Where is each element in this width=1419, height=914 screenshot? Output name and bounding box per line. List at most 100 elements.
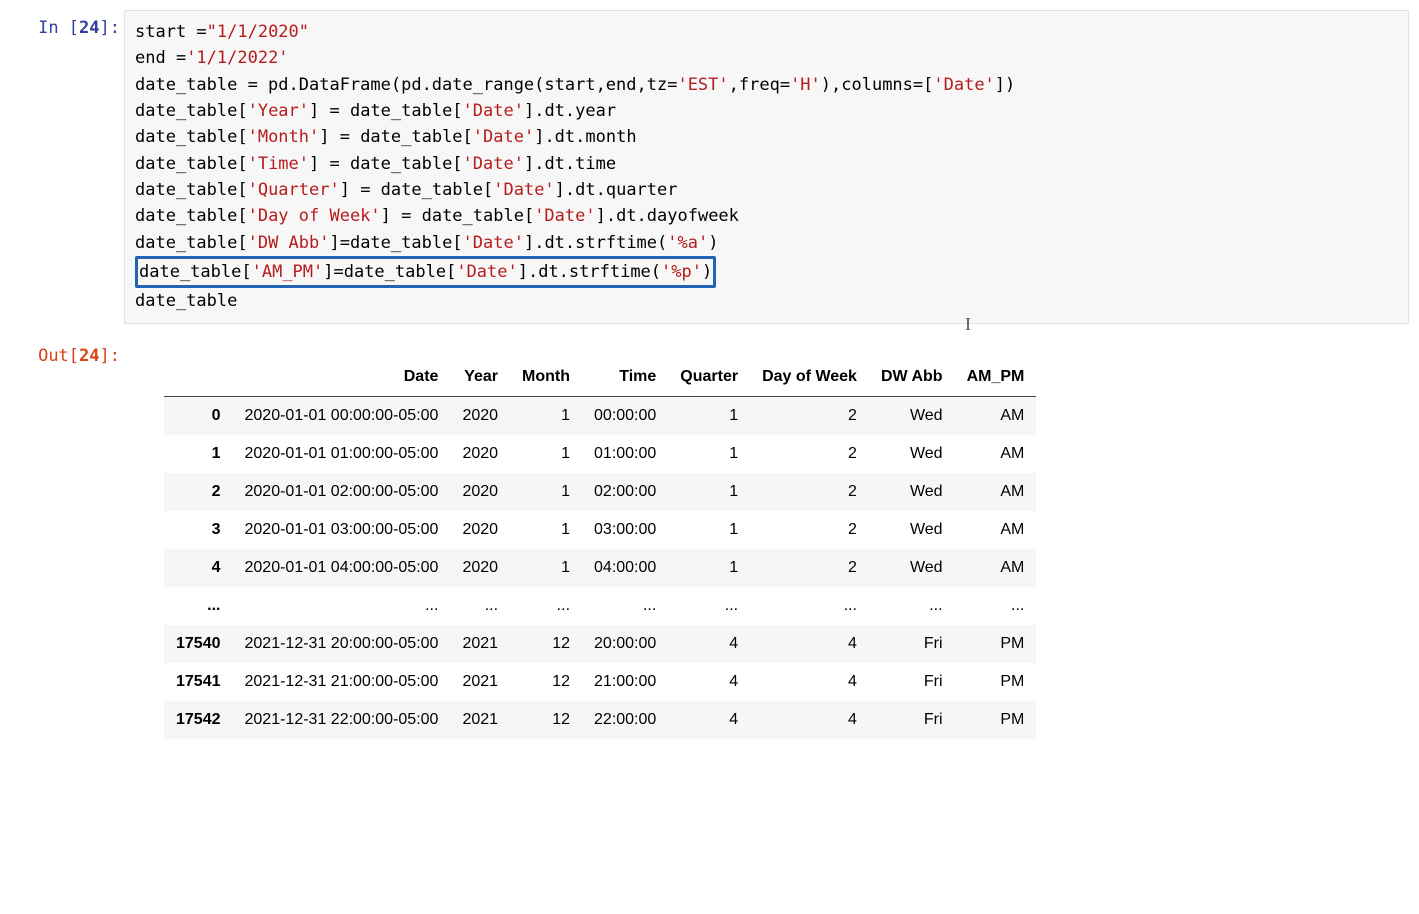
in-suffix: ]: [100, 18, 120, 38]
code-line-1: end ='1/1/2022' [135, 45, 1398, 71]
table-cell: Fri [869, 701, 955, 739]
in-prefix: In [ [38, 18, 79, 38]
table-cell: ... [750, 587, 869, 625]
row-index: 3 [164, 511, 233, 549]
table-cell: Fri [869, 663, 955, 701]
table-cell: 2 [750, 396, 869, 435]
table-cell: 1 [510, 473, 582, 511]
out-prompt: Out[24]: [10, 338, 124, 366]
table-row: ........................... [164, 587, 1036, 625]
table-cell: ... [582, 587, 668, 625]
table-cell: 2021-12-31 22:00:00-05:00 [233, 701, 451, 739]
table-row: 175402021-12-31 20:00:00-05:0020211220:0… [164, 625, 1036, 663]
table-cell: 01:00:00 [582, 435, 668, 473]
code-line-10: date_table [135, 288, 1398, 314]
table-cell: Wed [869, 396, 955, 435]
table-cell: ... [668, 587, 750, 625]
table-cell: 1 [510, 435, 582, 473]
table-cell: Wed [869, 473, 955, 511]
col-header: DW Abb [869, 358, 955, 397]
code-line-0: start ="1/1/2020" [135, 19, 1398, 45]
table-row: 02020-01-01 00:00:00-05:002020100:00:001… [164, 396, 1036, 435]
table-cell: 22:00:00 [582, 701, 668, 739]
table-cell: 2 [750, 473, 869, 511]
output-cell: Out[24]: Date Year Month Time Quarter Da… [10, 338, 1409, 739]
code-input[interactable]: start ="1/1/2020" end ='1/1/2022' date_t… [124, 10, 1409, 324]
table-cell: ... [450, 587, 510, 625]
text-cursor-icon: I [965, 311, 971, 339]
code-line-3: date_table['Year'] = date_table['Date'].… [135, 98, 1398, 124]
code-line-8: date_table['DW Abb']=date_table['Date'].… [135, 230, 1398, 256]
row-index: ... [164, 587, 233, 625]
table-cell: 4 [668, 701, 750, 739]
table-cell: 2020-01-01 03:00:00-05:00 [233, 511, 451, 549]
table-cell: 2020-01-01 02:00:00-05:00 [233, 473, 451, 511]
table-cell: 2020-01-01 01:00:00-05:00 [233, 435, 451, 473]
table-cell: 4 [668, 625, 750, 663]
table-cell: Wed [869, 549, 955, 587]
table-cell: 02:00:00 [582, 473, 668, 511]
table-cell: 2020 [450, 473, 510, 511]
row-index: 4 [164, 549, 233, 587]
table-cell: Wed [869, 435, 955, 473]
table-cell: 2 [750, 511, 869, 549]
table-cell: 2 [750, 549, 869, 587]
table-cell: AM [955, 435, 1037, 473]
row-index: 17541 [164, 663, 233, 701]
code-line-2: date_table = pd.DataFrame(pd.date_range(… [135, 72, 1398, 98]
col-header: Month [510, 358, 582, 397]
table-cell: Fri [869, 625, 955, 663]
col-header-highlighted: AM_PM [955, 358, 1037, 397]
table-cell: 2020-01-01 04:00:00-05:00 [233, 549, 451, 587]
out-exec-count: 24 [79, 346, 99, 366]
table-cell: 2021-12-31 20:00:00-05:00 [233, 625, 451, 663]
out-prefix: Out[ [38, 346, 79, 366]
table-cell: 21:00:00 [582, 663, 668, 701]
table-cell: ... [510, 587, 582, 625]
table-cell: 2020-01-01 00:00:00-05:00 [233, 396, 451, 435]
table-cell: 2021-12-31 21:00:00-05:00 [233, 663, 451, 701]
col-header: Year [450, 358, 510, 397]
code-line-7: date_table['Day of Week'] = date_table['… [135, 203, 1398, 229]
table-cell: 4 [750, 701, 869, 739]
table-cell: 4 [668, 663, 750, 701]
col-header: Date [233, 358, 451, 397]
row-index: 17540 [164, 625, 233, 663]
table-cell: 1 [510, 396, 582, 435]
code-line-5: date_table['Time'] = date_table['Date'].… [135, 151, 1398, 177]
index-header [164, 358, 233, 397]
in-prompt: In [24]: [10, 10, 124, 38]
table-cell: 2021 [450, 625, 510, 663]
table-cell: 12 [510, 701, 582, 739]
table-cell: 12 [510, 663, 582, 701]
table-cell: ... [955, 587, 1037, 625]
table-cell: 2020 [450, 435, 510, 473]
table-cell: 00:00:00 [582, 396, 668, 435]
dataframe-output: Date Year Month Time Quarter Day of Week… [164, 358, 1036, 739]
table-cell: ... [869, 587, 955, 625]
table-cell: 12 [510, 625, 582, 663]
highlighted-code-line: date_table['AM_PM']=date_table['Date'].d… [135, 256, 716, 288]
table-row: 175422021-12-31 22:00:00-05:0020211222:0… [164, 701, 1036, 739]
table-header-row: Date Year Month Time Quarter Day of Week… [164, 358, 1036, 397]
row-index: 17542 [164, 701, 233, 739]
table-row: 42020-01-01 04:00:00-05:002020104:00:001… [164, 549, 1036, 587]
table-cell: PM [955, 701, 1037, 739]
table-cell: 2021 [450, 701, 510, 739]
table-cell: 2020 [450, 396, 510, 435]
row-index: 0 [164, 396, 233, 435]
table-cell: 1 [668, 549, 750, 587]
col-header: Quarter [668, 358, 750, 397]
table-cell: AM [955, 396, 1037, 435]
table-cell: 2 [750, 435, 869, 473]
table-row: 12020-01-01 01:00:00-05:002020101:00:001… [164, 435, 1036, 473]
table-cell: 1 [668, 396, 750, 435]
table-cell: 04:00:00 [582, 549, 668, 587]
table-cell: 1 [668, 473, 750, 511]
table-cell: 1 [510, 511, 582, 549]
table-cell: 2020 [450, 511, 510, 549]
table-cell: 4 [750, 663, 869, 701]
table-cell: ... [233, 587, 451, 625]
table-cell: 03:00:00 [582, 511, 668, 549]
table-cell: AM [955, 511, 1037, 549]
